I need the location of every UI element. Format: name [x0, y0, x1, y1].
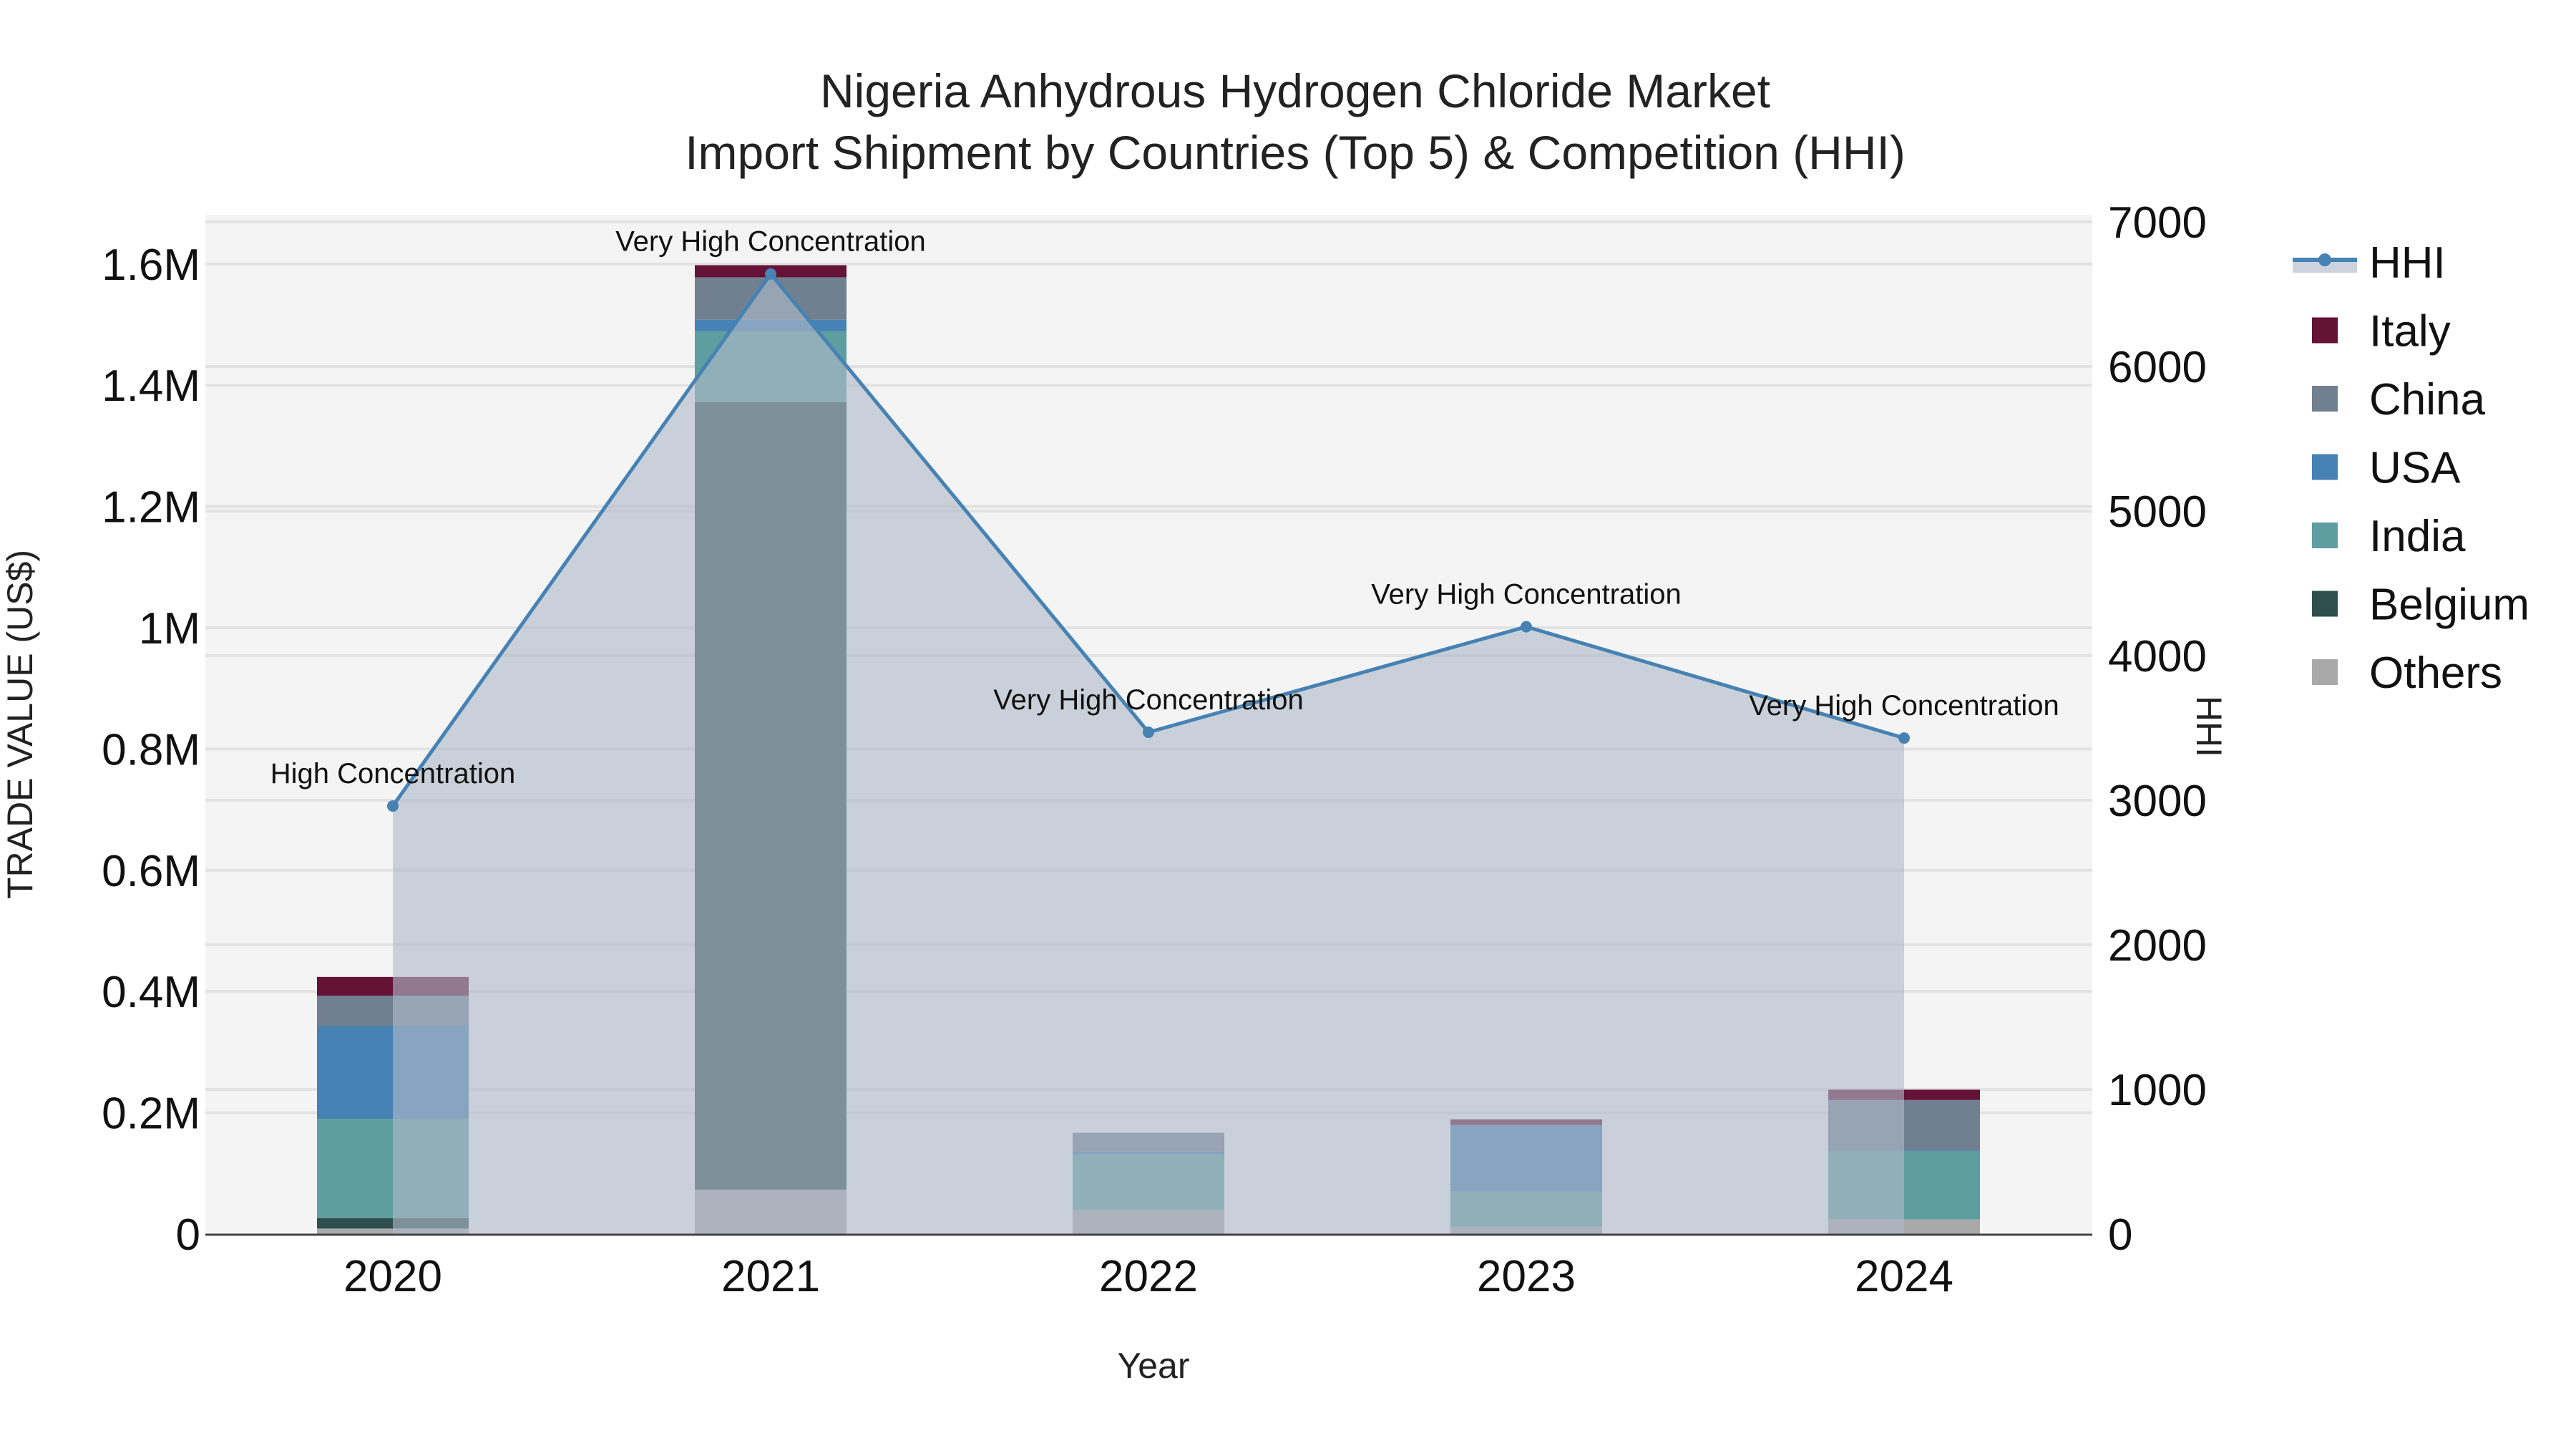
left-tick-label: 1.2M	[102, 483, 200, 533]
y-axis-right-title: HHI	[2189, 696, 2229, 757]
x-tick-label: 2021	[721, 1252, 820, 1301]
x-tick-label: 2020	[343, 1252, 442, 1301]
right-tick-label: 6000	[2108, 343, 2207, 392]
legend-item-hhi[interactable]: HHI	[2293, 238, 2446, 288]
x-axis-tick-labels: 2020 2021 2022 2023 2024	[343, 1252, 1953, 1301]
legend-item-italy[interactable]: Italy	[2312, 307, 2451, 356]
left-tick-label: 0.6M	[102, 847, 200, 896]
right-tick-label: 3000	[2108, 777, 2207, 826]
left-tick-label: 1.6M	[102, 240, 200, 290]
chart-title-line2: Import Shipment by Countries (Top 5) & C…	[685, 126, 1906, 179]
legend: HHI Italy China USA India Belgium Others	[2293, 238, 2529, 698]
legend-label: Others	[2369, 648, 2502, 698]
right-tick-label: 7000	[2108, 198, 2207, 248]
legend-item-india[interactable]: India	[2312, 512, 2466, 561]
legend-label: HHI	[2369, 238, 2446, 288]
right-tick-label: 2000	[2108, 921, 2207, 971]
left-axis-tick-labels: 0 0.2M 0.4M 0.6M 0.8M 1M 1.2M 1.4M 1.6M	[102, 240, 200, 1260]
legend-label: Belgium	[2369, 580, 2529, 630]
hhi-marker[interactable]	[387, 800, 399, 812]
x-tick-label: 2023	[1477, 1252, 1576, 1301]
right-tick-label: 1000	[2108, 1066, 2207, 1115]
legend-item-belgium[interactable]: Belgium	[2312, 580, 2529, 630]
hhi-marker[interactable]	[765, 268, 776, 280]
right-tick-label: 5000	[2108, 487, 2207, 537]
left-tick-label: 1.4M	[102, 361, 200, 411]
hhi-annotations: High Concentration Very High Concentratio…	[270, 226, 2059, 789]
hhi-marker[interactable]	[1898, 732, 1910, 744]
right-tick-label: 0	[2108, 1210, 2132, 1260]
x-tick-label: 2024	[1855, 1252, 1953, 1301]
hhi-marker[interactable]	[1143, 726, 1154, 739]
hhi-annotation: Very High Concentration	[1749, 690, 2059, 721]
legend-label: USA	[2369, 444, 2461, 493]
legend-item-others[interactable]: Others	[2312, 648, 2502, 698]
color-swatch-icon	[2312, 317, 2338, 344]
left-tick-label: 0	[176, 1210, 200, 1260]
right-tick-label: 4000	[2108, 632, 2207, 681]
chart-title-line1: Nigeria Anhydrous Hydrogen Chloride Mark…	[820, 64, 1770, 117]
legend-item-usa[interactable]: USA	[2312, 444, 2461, 493]
hhi-marker[interactable]	[1521, 621, 1532, 633]
left-tick-label: 0.4M	[102, 968, 200, 1017]
hhi-area-fill	[393, 273, 1904, 1235]
color-swatch-icon	[2312, 454, 2338, 480]
color-swatch-icon	[2312, 386, 2338, 412]
legend-label: China	[2369, 375, 2486, 424]
hhi-annotation: Very High Concentration	[1371, 579, 1682, 611]
color-swatch-icon	[2312, 591, 2338, 617]
x-axis-title: Year	[1117, 1346, 1189, 1386]
hhi-annotation: Very High Concentration	[993, 684, 1304, 716]
left-tick-label: 0.8M	[102, 725, 200, 774]
color-swatch-icon	[2312, 659, 2338, 685]
right-axis-tick-labels: 0 1000 2000 3000 4000 5000 6000 7000	[2108, 198, 2207, 1260]
left-tick-label: 1M	[139, 604, 200, 653]
hhi-markers	[387, 268, 1910, 812]
legend-label: Italy	[2369, 307, 2451, 356]
left-tick-label: 0.2M	[102, 1089, 200, 1139]
color-swatch-icon	[2312, 523, 2338, 548]
y-axis-left-title: TRADE VALUE (US$)	[0, 550, 40, 899]
marker-swatch-icon	[2318, 253, 2331, 266]
legend-item-china[interactable]: China	[2312, 375, 2486, 424]
hhi-annotation: High Concentration	[270, 758, 515, 789]
legend-label: India	[2369, 512, 2466, 561]
hhi-annotation: Very High Concentration	[615, 226, 926, 258]
x-tick-label: 2022	[1099, 1252, 1198, 1301]
